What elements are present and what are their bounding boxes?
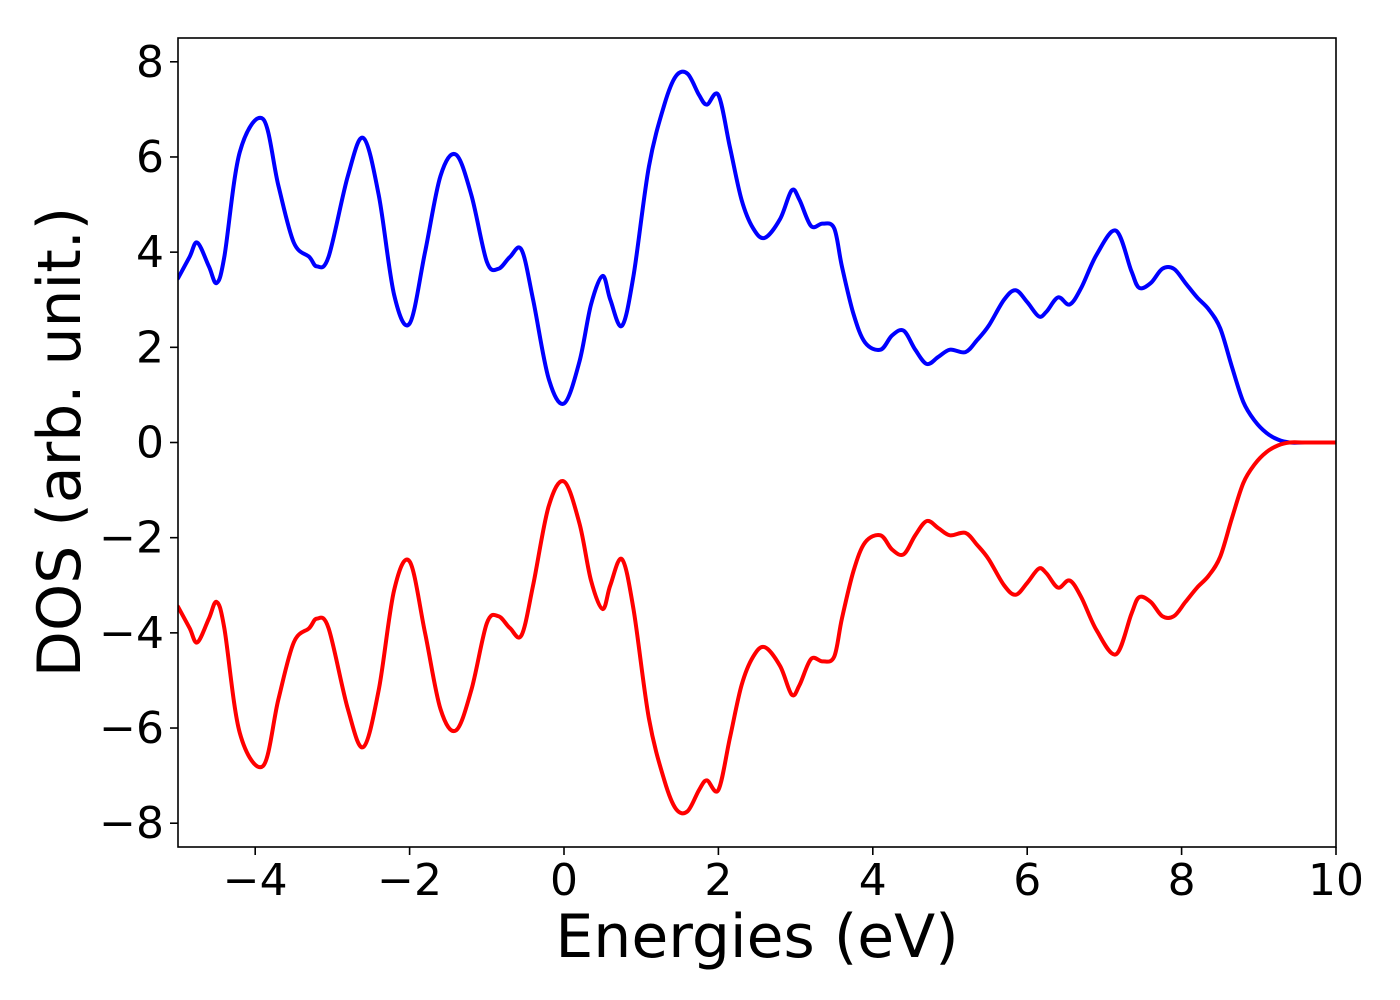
x-axis-label: Energies (eV) [555,902,958,972]
x-tick-label: −2 [377,855,442,906]
x-tick-label: 2 [704,855,732,906]
x-tick-label: 6 [1013,855,1041,906]
x-axis-ticks: −4 −2 0 2 4 6 8 10 [223,847,1364,906]
y-axis-label: DOS (arb. unit.) [25,207,95,677]
y-tick-label: 2 [136,322,164,373]
y-axis-ticks: 8 6 4 2 0 −2 −4 −6 −8 [99,37,178,849]
y-tick-label: −6 [99,703,164,754]
x-tick-label: 8 [1168,855,1196,906]
series-line-1 [178,69,1336,445]
x-tick-label: 4 [859,855,887,906]
series-layer [178,69,1336,816]
y-tick-label: −8 [99,798,164,849]
x-tick-label: −4 [223,855,288,906]
x-tick-label: 10 [1308,855,1364,906]
y-tick-label: −2 [99,513,164,564]
y-tick-label: −4 [99,608,164,659]
y-tick-label: 0 [136,418,164,469]
x-tick-label: 0 [550,855,578,906]
series-line-2 [178,440,1336,816]
y-tick-label: 8 [136,37,164,88]
y-tick-label: 6 [136,132,164,183]
y-tick-label: 4 [136,227,164,278]
